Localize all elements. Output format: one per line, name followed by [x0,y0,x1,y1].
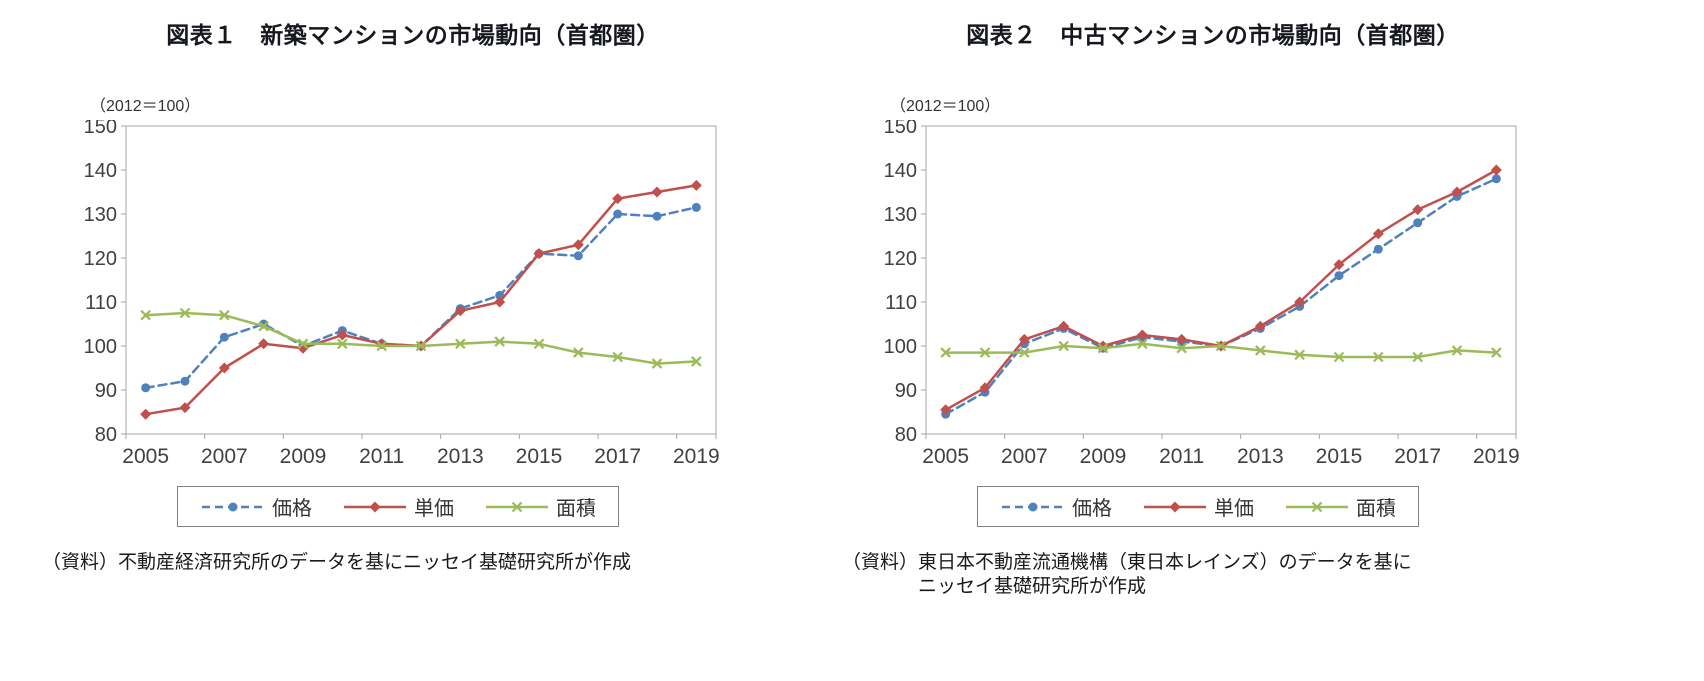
legend-label: 面積 [1356,498,1396,520]
svg-text:2017: 2017 [1394,445,1441,468]
source-note: （資料）不動産経済研究所のデータを基にニッセイ基礎研究所が作成 [42,551,798,575]
legend-row: 価格 単価 面積 [68,486,728,527]
figures-container: 図表１ 新築マンションの市場動向（首都圏） （2012＝100） 80 90 100… [28,0,1598,599]
figure-used-condo: 図表２ 中古マンションの市場動向（首都圏） （2012＝100） 80 90 100… [828,0,1598,599]
source-line: （資料）不動産経済研究所のデータを基にニッセイ基礎研究所が作成 [42,552,632,573]
axis-unit-note: （2012＝100） [90,98,201,115]
unit-price-line-sample-icon [344,501,406,512]
source-note: （資料）東日本不動産流通機構（東日本レインズ）のデータを基に ニッセイ基礎研究所… [842,551,1598,599]
price-line-sample-icon [1002,502,1064,511]
svg-text:2007: 2007 [201,445,248,468]
legend-item-area: 面積 [484,492,596,521]
svg-text:2013: 2013 [1237,445,1284,468]
svg-text:2005: 2005 [122,445,169,468]
svg-text:2013: 2013 [437,445,484,468]
svg-text:100: 100 [884,336,917,358]
legend-label: 面積 [556,498,596,520]
legend-label: 単価 [1214,498,1254,520]
svg-text:2019: 2019 [673,445,720,468]
svg-text:2007: 2007 [1001,445,1048,468]
legend-label: 単価 [414,498,454,520]
legend-item-price: 価格 [200,492,312,521]
svg-text:2015: 2015 [1316,445,1363,468]
svg-text:130: 130 [84,204,117,226]
source-line: ニッセイ基礎研究所が作成 [918,575,1147,597]
svg-text:80: 80 [95,424,117,446]
svg-text:2009: 2009 [1080,445,1127,468]
svg-text:2019: 2019 [1473,445,1520,468]
svg-text:150: 150 [84,120,117,138]
svg-text:150: 150 [884,120,917,138]
area-line-sample-icon [1286,501,1348,512]
chart-title: 図表２ 中古マンションの市場動向（首都圏） [966,22,1460,48]
svg-text:110: 110 [885,292,917,314]
chart-title: 図表１ 新築マンションの市場動向（首都圏） [166,22,660,48]
legend: 価格 単価 面積 [177,486,619,527]
legend: 価格 単価 面積 [977,486,1419,527]
axis-unit-note: （2012＝100） [890,98,1001,115]
svg-text:130: 130 [884,204,917,226]
svg-text:110: 110 [85,292,117,314]
area-line-sample-icon [486,501,548,512]
svg-text:120: 120 [884,248,917,270]
legend-row: 価格 単価 面積 [868,486,1528,527]
svg-text:2011: 2011 [359,445,404,468]
legend-label: 価格 [272,498,312,520]
price-line-sample-icon [202,502,264,511]
legend-item-unit-price: 単価 [342,492,454,521]
svg-text:2011: 2011 [1159,445,1204,468]
svg-text:120: 120 [84,248,117,270]
line-chart-plot: 80 90 100 110 120 130 140 150 2005 2007 2009 2011 20… [884,120,1520,468]
unit-price-line-sample-icon [1144,501,1206,512]
svg-text:2017: 2017 [594,445,641,468]
legend-item-price: 価格 [1000,492,1112,521]
svg-text:2005: 2005 [922,445,969,468]
svg-text:2009: 2009 [280,445,327,468]
svg-text:80: 80 [895,424,917,446]
figure-new-condo: 図表１ 新築マンションの市場動向（首都圏） （2012＝100） 80 90 100… [28,0,798,575]
svg-text:90: 90 [95,380,117,402]
svg-text:140: 140 [84,160,117,182]
legend-item-unit-price: 単価 [1142,492,1254,521]
svg-text:140: 140 [884,160,917,182]
svg-text:100: 100 [84,336,117,358]
line-chart-plot: 80 90 100 110 120 130 140 150 2005 2007 2009 2011 20… [84,120,720,468]
svg-text:90: 90 [895,380,917,402]
svg-text:2015: 2015 [516,445,563,468]
source-line: （資料）東日本不動産流通機構（東日本レインズ）のデータを基に [842,552,1412,573]
legend-item-area: 面積 [1284,492,1396,521]
legend-label: 価格 [1072,498,1112,520]
